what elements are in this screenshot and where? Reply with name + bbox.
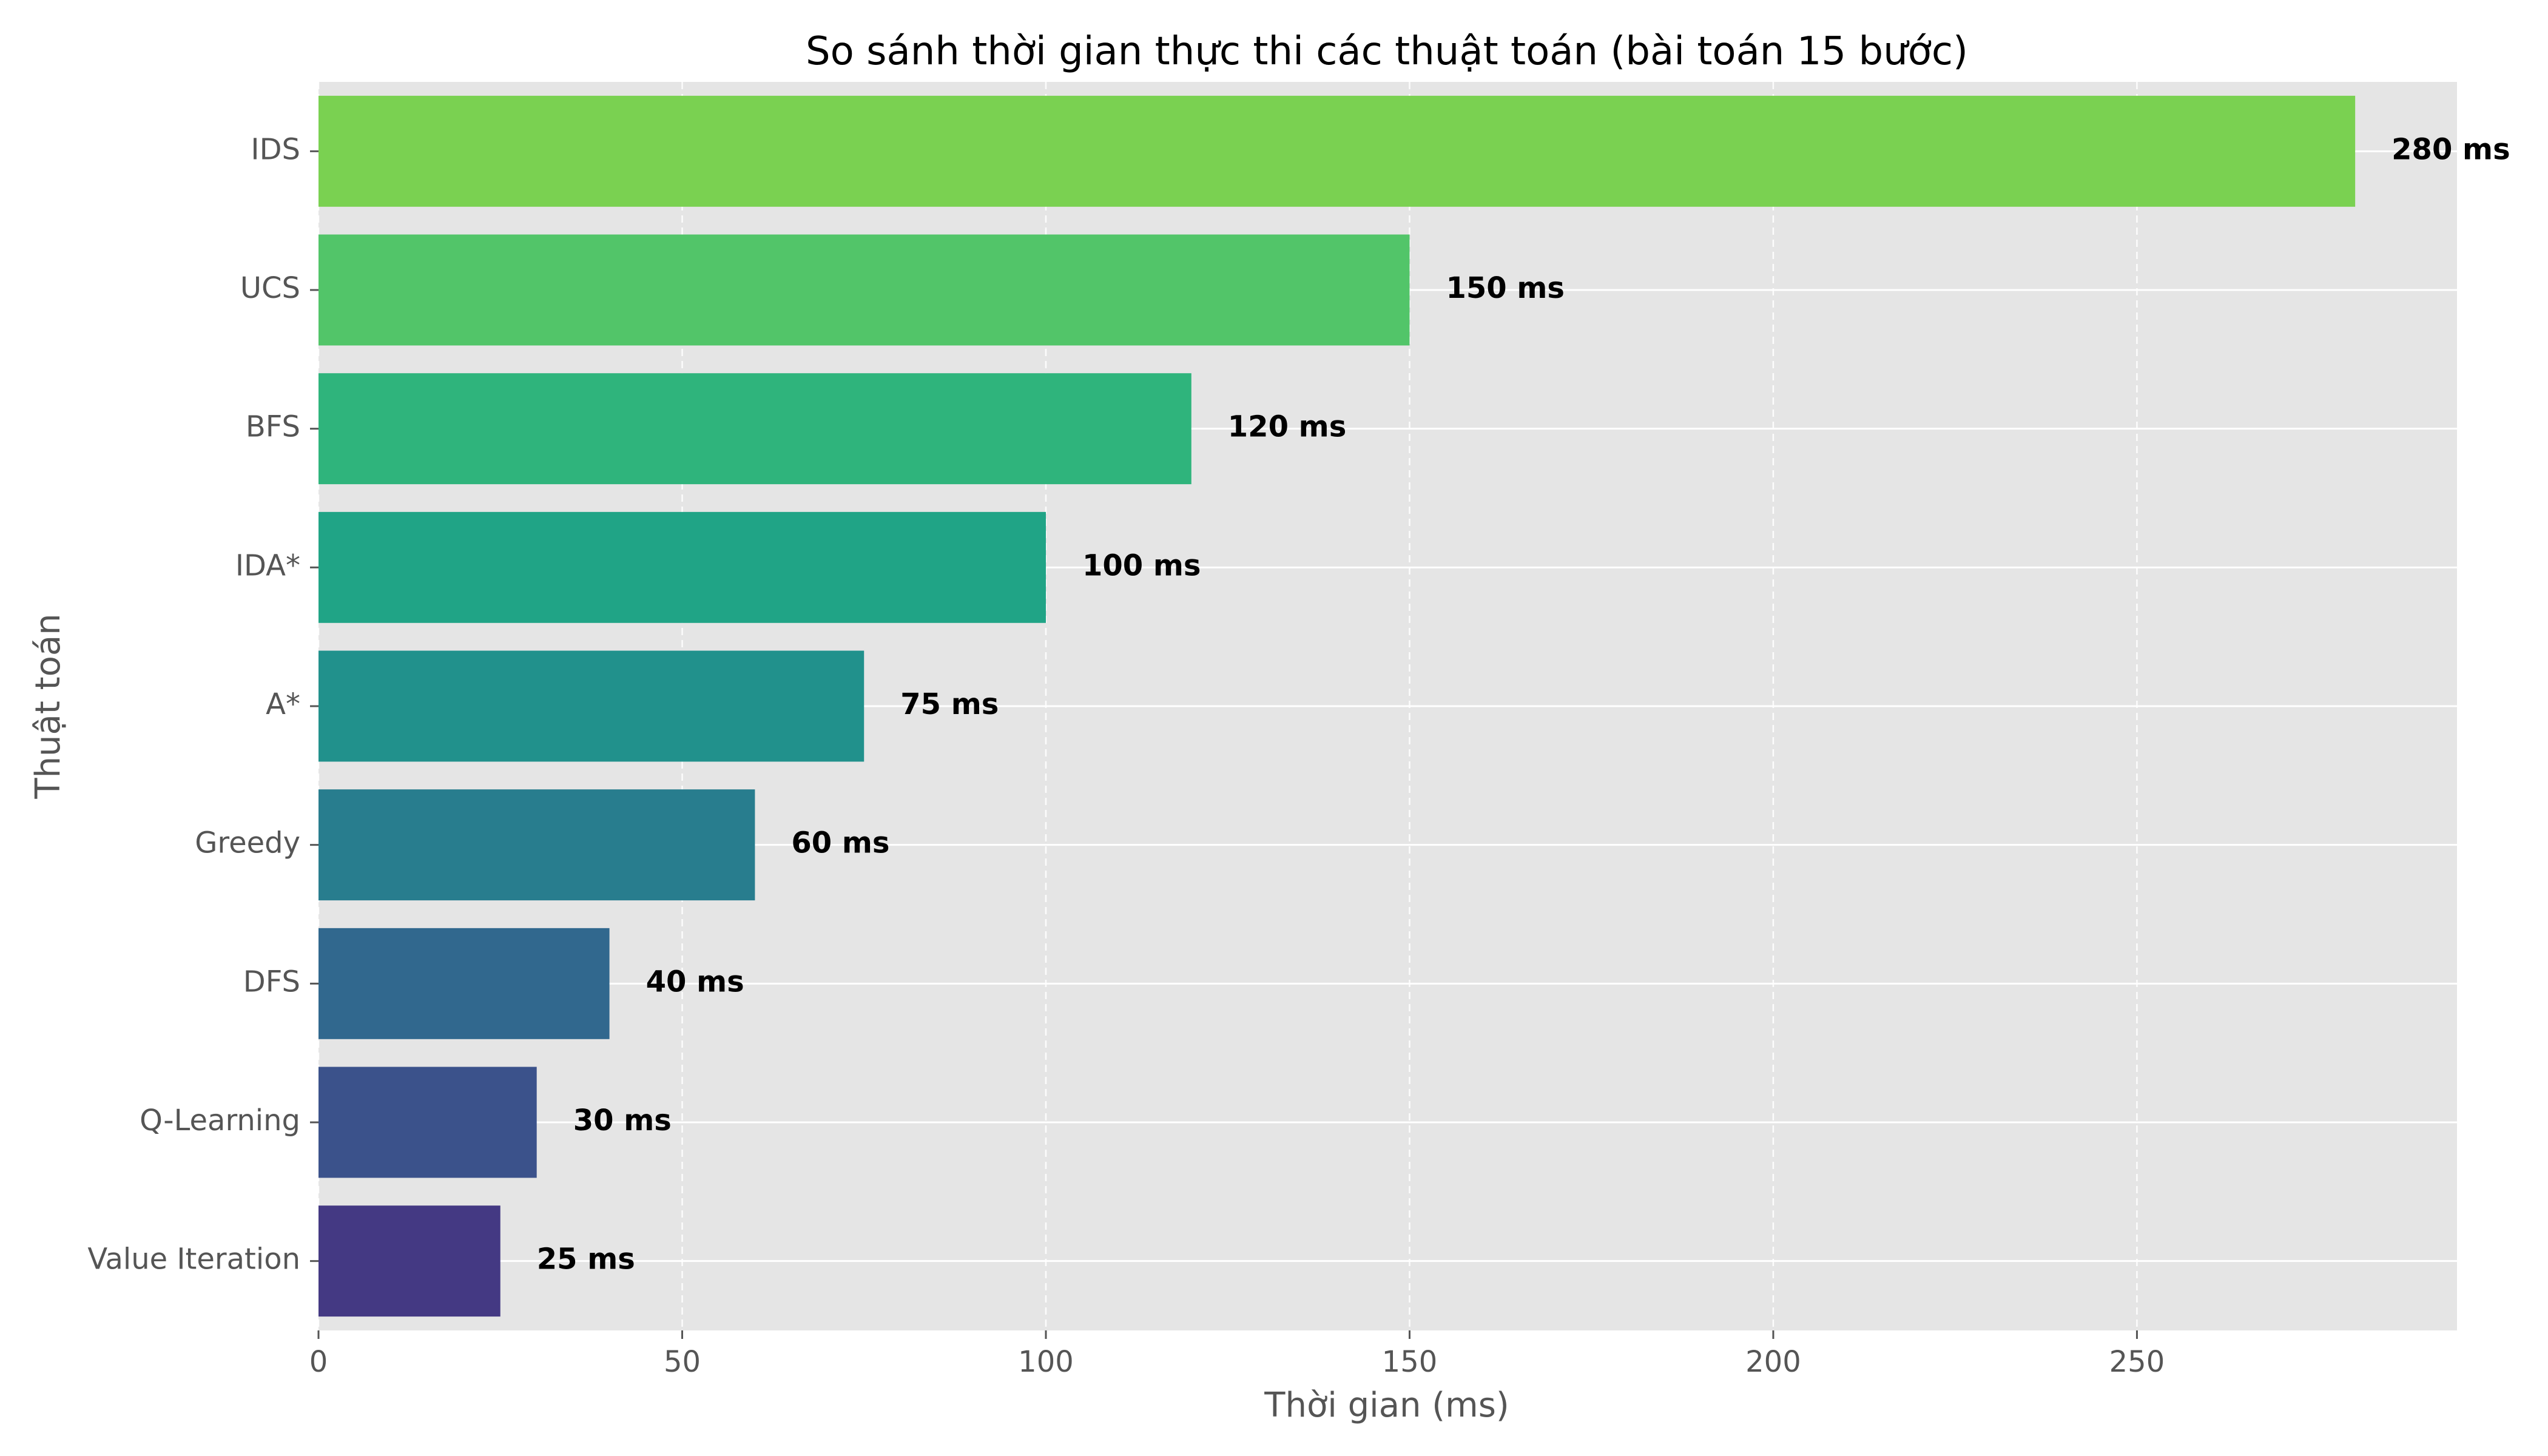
data-label: 30 ms: [573, 1104, 672, 1138]
y-axis-ticks: IDS UCS BFS IDA* A* Greedy DFS Q-Learning Value …: [87, 132, 318, 1276]
y-tick-label: UCS: [240, 271, 300, 305]
bar-greedy: [318, 789, 755, 901]
y-tick-label: IDA*: [235, 548, 300, 582]
y-tick-label: DFS: [243, 965, 300, 999]
y-tick-label: A*: [266, 687, 300, 721]
data-label: 120 ms: [1228, 410, 1346, 444]
x-axis-label: Thời gian (ms): [1264, 1386, 1509, 1425]
data-label: 100 ms: [1082, 548, 1201, 582]
x-tick-label: 200: [1745, 1345, 1801, 1379]
y-axis-label: Thuật toán: [29, 613, 68, 799]
bar-ucs: [318, 234, 1410, 346]
data-labels: 280 ms 150 ms 120 ms 100 ms 75 ms 60 ms 40 ms 3…: [537, 132, 2510, 1276]
x-tick-label: 0: [309, 1345, 328, 1379]
data-label: 280 ms: [2391, 132, 2510, 166]
bar-bfs: [318, 373, 1191, 485]
x-axis-ticks: 0 50 100 150 200 250: [309, 1330, 2165, 1379]
chart-title: So sánh thời gian thực thi các thuật toá…: [806, 29, 1968, 74]
y-tick-label: IDS: [251, 132, 300, 166]
x-tick-label: 150: [1382, 1345, 1438, 1379]
data-label: 75 ms: [900, 687, 999, 721]
bar-dfs: [318, 928, 610, 1039]
data-label: 25 ms: [537, 1242, 635, 1276]
y-tick-label: Q-Learning: [140, 1104, 300, 1138]
bar-ida-: [318, 511, 1046, 623]
bar-a-: [318, 650, 864, 762]
bar-ids: [318, 95, 2356, 207]
bars: [318, 95, 2356, 1317]
x-tick-label: 100: [1018, 1345, 1074, 1379]
y-tick-label: Value Iteration: [87, 1242, 300, 1276]
y-tick-label: Greedy: [195, 826, 300, 860]
x-tick-label: 50: [664, 1345, 701, 1379]
data-label: 40 ms: [646, 965, 744, 999]
data-label: 150 ms: [1446, 271, 1565, 305]
x-tick-label: 250: [2109, 1345, 2165, 1379]
bar-q-learning: [318, 1067, 537, 1178]
data-label: 60 ms: [791, 826, 889, 860]
y-tick-label: BFS: [246, 410, 300, 444]
bar-value-iteration: [318, 1205, 500, 1317]
